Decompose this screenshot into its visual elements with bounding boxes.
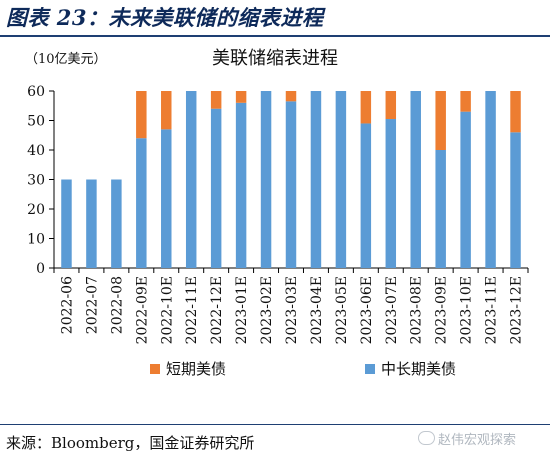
bar-long-term [185,91,197,268]
bar-short-term [136,91,147,139]
x-tick-label: 2023-02E [259,276,275,344]
bar-short-term [460,91,471,112]
legend-label: 中长期美债 [381,360,456,378]
x-tick-label: 2023-08E [409,276,425,344]
x-tick-label: 2023-01E [234,276,250,344]
x-tick-label: 2022-08 [109,276,125,334]
x-tick-label: 2023-12E [509,276,525,344]
chart-canvas: 0 10 20 30 40 50 60 2022-06 2022-07 2022-08 2022-0… [27,84,529,378]
x-tick-label: 2023-06E [359,276,375,344]
x-tick-label: 2022-11E [184,276,200,344]
x-tick-label: 2022-12E [209,276,225,344]
bar-short-term [161,91,172,130]
bar-short-term [510,91,521,133]
bar-long-term [310,91,322,268]
bar-long-term [335,91,347,268]
y-tick-label: 40 [27,143,45,159]
x-tick-label: 2022-10E [159,276,175,344]
bar-short-term [360,91,372,124]
bar-long-term [260,91,272,268]
watermark-text: 赵伟宏观探索 [438,433,517,448]
legend-swatch [150,364,160,374]
x-tick-label: 2023-10E [459,276,475,344]
bar-long-term [285,101,297,268]
bar-long-term [111,179,122,268]
x-tick-label: 2023-05E [334,276,350,344]
bar-long-term [161,129,172,268]
bar-long-term [410,91,421,268]
top-rule [0,35,550,37]
x-tick-label: 2022-09E [134,276,150,344]
bar-long-term [210,108,222,268]
y-tick-label: 20 [27,202,45,218]
unit-label: （10亿美元） [25,52,107,67]
bar-short-term [285,91,297,102]
watermark: 赵伟宏观探索 [418,429,516,448]
y-tick-label: 60 [27,84,45,100]
y-tick-label: 10 [27,232,45,248]
bar-long-term [435,150,446,268]
x-tick-label: 2023-03E [284,276,300,344]
bar-long-term [235,102,247,268]
x-tick-label: 2023-07E [384,276,400,344]
bar-short-term [235,91,247,103]
figure-title: 图表 23：未来美联储的缩表进程 [6,5,324,30]
legend-swatch [365,364,375,374]
bottom-rule [0,424,550,425]
bar-long-term [385,119,397,269]
chart-title: 美联储缩表进程 [212,48,338,69]
x-tick-label: 2022-07 [84,276,100,334]
bar-long-term [485,91,496,268]
bar-short-term [385,91,397,120]
y-tick-label: 0 [36,261,45,277]
bar-short-term [210,91,222,109]
bar-long-term [136,138,147,268]
bar-long-term [510,132,521,268]
x-tick-label: 2023-11E [484,276,500,344]
x-tick-label: 2022-06 [59,276,75,334]
x-tick-label: 2023-04E [309,276,325,344]
bar-short-term [435,91,446,150]
wechat-icon [418,431,435,445]
bar-long-term [360,123,372,268]
legend-label: 短期美债 [166,360,226,378]
bar-long-term [61,179,72,268]
bar-long-term [86,179,97,268]
x-tick-label: 2023-09E [434,276,450,344]
y-tick-label: 30 [27,173,45,189]
source-note: 来源：Bloomberg，国金证券研究所 [6,434,255,452]
bar-long-term [460,111,471,269]
y-tick-label: 50 [27,114,45,130]
